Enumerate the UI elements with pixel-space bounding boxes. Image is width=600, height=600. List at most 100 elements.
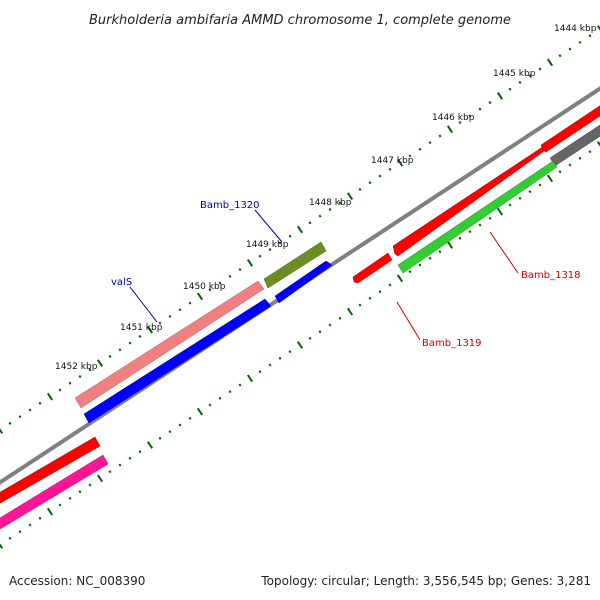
genome-summary-text: Topology: circular; Length: 3,556,545 bp… xyxy=(261,574,591,588)
inner-tick-mark xyxy=(18,530,22,534)
outer-tick-mark xyxy=(208,288,212,292)
inner-tick-mark xyxy=(128,456,132,460)
outer-tick-mark xyxy=(396,158,404,167)
outer-tick-mark xyxy=(518,80,522,85)
inner-tick-mark xyxy=(508,203,512,207)
outer-tick-mark xyxy=(338,201,342,205)
inner-tick-mark xyxy=(528,190,532,194)
outer-tick-mark xyxy=(228,274,232,278)
outer-tick-mark xyxy=(308,221,312,225)
inner-tick-mark xyxy=(196,407,204,416)
outer-tick-mark xyxy=(496,91,504,100)
outer-tick-mark xyxy=(596,25,600,31)
inner-tick-mark xyxy=(396,274,404,283)
tick-label-1451: 1451 kbp xyxy=(120,323,163,333)
outer-tick-mark xyxy=(378,174,382,178)
inner-tick-mark xyxy=(228,390,232,394)
outer-tick-mark xyxy=(538,67,542,71)
inner-tick-mark xyxy=(488,216,492,220)
inner-tick-mark xyxy=(408,270,412,274)
inner-tick-mark xyxy=(496,207,504,216)
outer-tick-mark xyxy=(346,192,354,200)
cds-forward-salmon-vals[interactable] xyxy=(74,280,265,409)
outer-tick-mark xyxy=(128,341,132,345)
callout-line-bamb-1318 xyxy=(489,231,519,274)
map-title: Burkholderia ambifaria AMMD chromosome 1… xyxy=(89,13,511,28)
callout-line-bamb-1320 xyxy=(254,209,283,243)
inner-tick-mark xyxy=(388,283,392,287)
outer-tick-mark xyxy=(428,141,432,145)
tick-label-1444: 1444 kbp xyxy=(554,24,597,34)
inner-tick-mark xyxy=(96,474,104,483)
outer-tick-mark xyxy=(158,321,162,325)
outer-tick-mark xyxy=(388,167,392,171)
outer-tick-mark xyxy=(478,107,482,111)
outer-tick-mark xyxy=(268,247,272,252)
gene-label-bamb-1320[interactable]: Bamb_1320 xyxy=(200,200,260,211)
cds-reverse-blue-vals[interactable] xyxy=(83,298,272,424)
inner-tick-mark xyxy=(8,536,12,540)
inner-tick-mark xyxy=(558,170,562,174)
outer-tick-guide xyxy=(0,25,600,434)
gene-label-vals[interactable]: valS xyxy=(111,277,132,288)
outer-tick-mark xyxy=(358,187,362,191)
inner-tick-mark xyxy=(278,356,282,360)
inner-tick-mark xyxy=(546,174,554,183)
inner-tick-mark xyxy=(446,241,454,249)
gene-label-bamb-1319[interactable]: Bamb_1319 xyxy=(422,338,482,349)
cds-forward-olive[interactable] xyxy=(263,241,327,289)
inner-tick-mark xyxy=(418,263,422,267)
inner-tick-mark xyxy=(458,236,462,240)
inner-tick-mark xyxy=(246,374,254,383)
inner-tick-mark xyxy=(258,370,262,374)
outer-tick-mark xyxy=(578,40,582,44)
tick-label-1450: 1450 kbp xyxy=(183,282,226,292)
outer-tick-mark xyxy=(138,334,142,338)
cds-forward-red-bottom[interactable] xyxy=(0,436,101,509)
outer-tick-mark xyxy=(296,225,304,234)
gene-label-bamb-1318[interactable]: Bamb_1318 xyxy=(521,270,581,281)
outer-tick-mark xyxy=(568,47,572,51)
outer-tick-mark xyxy=(438,134,442,138)
accession-text: Accession: NC_008390 xyxy=(9,574,146,588)
outer-tick-mark xyxy=(238,268,242,272)
outer-tick-mark xyxy=(218,281,222,285)
inner-tick-guide xyxy=(0,141,600,549)
outer-tick-mark xyxy=(528,74,532,78)
inner-tick-mark xyxy=(478,223,482,227)
inner-tick-mark xyxy=(78,490,82,494)
outer-tick-mark xyxy=(38,401,42,405)
inner-tick-mark xyxy=(218,396,222,400)
inner-tick-mark xyxy=(308,336,312,340)
outer-tick-mark xyxy=(446,125,454,134)
inner-tick-mark xyxy=(296,341,304,349)
cds-reverse-green-1318[interactable] xyxy=(397,160,558,274)
outer-tick-mark xyxy=(488,100,492,105)
cds-reverse-blue-upper[interactable] xyxy=(274,260,333,304)
callout-line-vals xyxy=(129,286,158,323)
outer-tick-mark xyxy=(178,308,182,312)
outer-tick-mark xyxy=(588,34,592,38)
outer-tick-mark xyxy=(0,428,4,434)
inner-tick-mark xyxy=(28,523,32,527)
outer-tick-mark xyxy=(146,325,154,334)
inner-tick-mark xyxy=(46,507,54,516)
inner-tick-mark xyxy=(338,316,342,320)
outer-tick-mark xyxy=(458,121,462,125)
inner-tick-mark xyxy=(0,543,4,549)
outer-tick-mark xyxy=(408,154,412,158)
inner-tick-mark xyxy=(168,430,172,434)
inner-tick-mark xyxy=(346,307,354,316)
cds-reverse-red-1319[interactable] xyxy=(352,252,393,284)
inner-tick-mark xyxy=(38,516,42,520)
cds-forward-red-1318[interactable] xyxy=(392,145,548,257)
cds-reverse-pink-bottom[interactable] xyxy=(0,454,109,535)
inner-tick-mark xyxy=(68,496,72,500)
inner-tick-mark xyxy=(238,383,242,387)
outer-tick-mark xyxy=(468,114,472,118)
inner-tick-mark xyxy=(368,296,372,300)
inner-tick-mark xyxy=(318,330,322,334)
tick-label-1445: 1445 kbp xyxy=(493,69,536,79)
inner-tick-mark xyxy=(428,256,432,260)
outer-tick-mark xyxy=(8,421,12,425)
